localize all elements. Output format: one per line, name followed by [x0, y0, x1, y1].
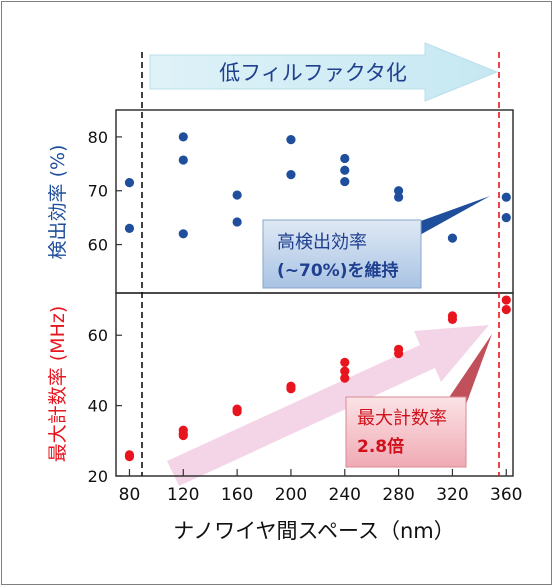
efficiency-axis-title: 検出効率 (%): [47, 145, 69, 260]
x-tick-label: 120: [167, 485, 199, 505]
x-tick-label: 240: [329, 485, 361, 505]
countrate-point: [124, 452, 135, 462]
countrate-y-tick-label: 20: [88, 467, 108, 486]
x-axis-title: ナノワイヤ間スペース（nm）: [173, 519, 455, 543]
efficiency-point: [394, 192, 404, 202]
countrate-points: [124, 295, 511, 462]
countrate-y-tick-label: 40: [88, 397, 108, 416]
efficiency-point: [124, 178, 135, 188]
efficiency-y-tick-label: 80: [88, 128, 108, 147]
efficiency-y-tick-label: 60: [88, 236, 108, 255]
countrate-point: [447, 314, 458, 324]
efficiency-point: [501, 213, 511, 223]
efficiency-callout-box: [262, 219, 422, 289]
efficiency-point: [232, 190, 242, 200]
countrate-point: [286, 384, 296, 394]
countrate-point: [340, 357, 350, 367]
efficiency-callout-line1: 高検出効率: [277, 232, 367, 253]
efficiency-point: [178, 132, 188, 142]
efficiency-point: [340, 176, 350, 187]
efficiency-y-ticks: 60 70 80: [88, 128, 122, 255]
banner-arrow: [149, 42, 499, 102]
countrate-callout-box: [345, 396, 467, 468]
efficiency-point: [178, 155, 188, 165]
countrate-callout-pointer: [448, 334, 492, 410]
x-tick-label: 320: [436, 485, 468, 505]
countrate-y-ticks: 20 40 60: [88, 326, 122, 486]
countrate-axis-title: 最大計数率 (MHz): [47, 306, 69, 463]
countrate-point: [178, 430, 188, 441]
efficiency-point: [501, 192, 511, 202]
efficiency-point: [340, 153, 350, 164]
efficiency-y-tick-label: 70: [88, 182, 108, 201]
efficiency-point: [394, 186, 404, 196]
countrate-point: [501, 295, 511, 305]
countrate-point: [394, 348, 404, 359]
efficiency-point: [178, 229, 188, 239]
x-tick-label: 80: [119, 485, 141, 505]
countrate-callout-line2: 2.8倍: [357, 436, 404, 457]
x-tick-label: 160: [221, 485, 253, 505]
x-tick-label: 200: [275, 485, 307, 505]
trend-arrow: [167, 325, 489, 486]
countrate-point: [340, 373, 350, 383]
efficiency-point: [124, 223, 135, 234]
countrate-point: [501, 304, 511, 315]
countrate-callout-line1: 最大計数率: [357, 408, 447, 429]
x-axis-ticks: 80 120 160 200 240 280 320 360: [119, 469, 522, 505]
countrate-point: [232, 406, 242, 417]
countrate-point: [340, 366, 350, 376]
efficiency-callout-line2: (~70%)を維持: [277, 260, 398, 281]
x-tick-label: 280: [382, 485, 414, 505]
efficiency-callout-pointer: [418, 196, 490, 236]
efficiency-point: [447, 233, 458, 243]
efficiency-point: [340, 165, 350, 175]
countrate-y-tick-label: 60: [88, 326, 108, 345]
banner-text: 低フィルファクタ化: [219, 61, 407, 85]
efficiency-point: [286, 135, 296, 145]
efficiency-point: [232, 217, 242, 227]
efficiency-point: [286, 169, 296, 180]
countrate-plot-frame: [115, 292, 514, 477]
x-tick-label: 360: [490, 485, 522, 505]
